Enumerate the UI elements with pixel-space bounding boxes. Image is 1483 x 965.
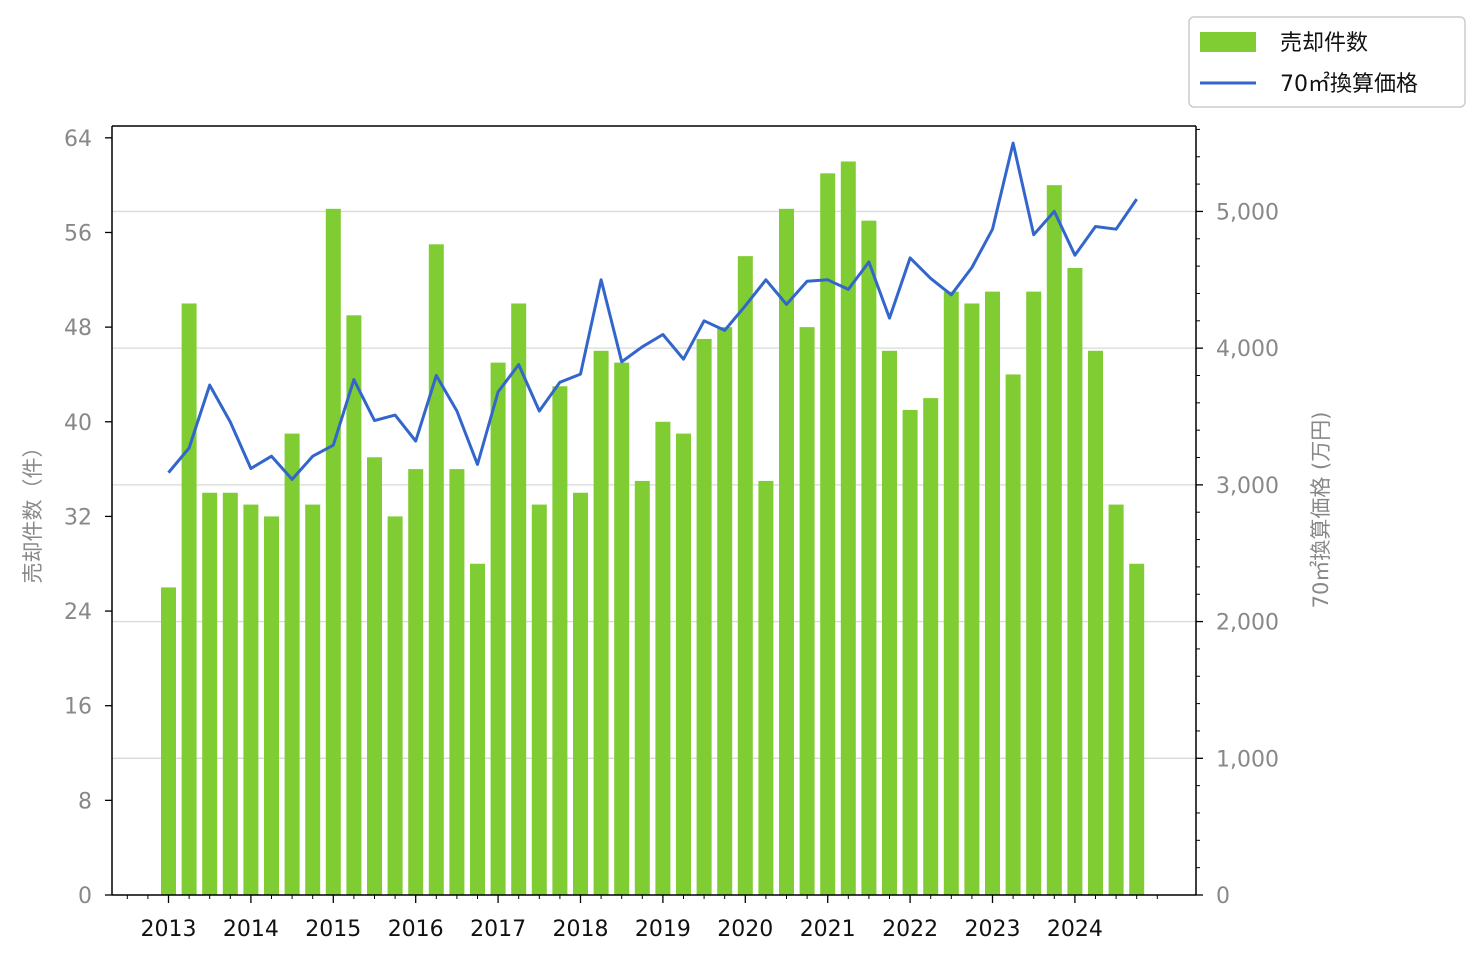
bar — [737, 256, 753, 896]
bar — [305, 504, 321, 895]
bar — [264, 516, 279, 895]
bar — [799, 327, 815, 896]
bar — [820, 173, 836, 896]
left-tick-label: 8 — [78, 789, 92, 814]
bar — [511, 303, 527, 895]
bar — [943, 291, 959, 896]
right-tick-label: 4,000 — [1216, 337, 1279, 362]
bar — [1129, 563, 1145, 895]
x-tick-label: 2014 — [223, 917, 279, 942]
left-tick-label: 0 — [78, 884, 92, 909]
bar — [408, 469, 424, 895]
price-line — [167, 141, 1138, 481]
plot-frame — [111, 125, 1197, 896]
bar — [593, 350, 609, 895]
bar — [861, 220, 877, 896]
bar — [1088, 350, 1103, 895]
right-tick-label: 3,000 — [1216, 474, 1279, 499]
right-tick-label: 5,000 — [1216, 200, 1279, 225]
legend-box — [1188, 16, 1466, 108]
bar — [1046, 185, 1062, 896]
x-tick-label: 2018 — [553, 917, 609, 942]
bar — [1026, 291, 1042, 896]
bar — [202, 492, 218, 895]
axes: 0 8 16 24 32 40 48 56 64 0 1,000 2,000 3,000 4,000 5,0… — [64, 127, 1279, 942]
x-tick-label: 2022 — [882, 917, 938, 942]
bar — [428, 244, 444, 896]
bar — [284, 433, 300, 895]
legend-bar-swatch — [1200, 32, 1256, 52]
right-axis-title: 70㎡換算価格 (万円) — [1309, 412, 1333, 609]
bar — [717, 327, 733, 896]
x-tick-label: 2017 — [470, 917, 526, 942]
x-tick-label: 2015 — [305, 917, 361, 942]
bar — [985, 291, 1000, 896]
bar — [243, 504, 259, 895]
bar — [964, 303, 980, 895]
bar — [449, 469, 465, 895]
bar — [882, 350, 897, 895]
left-axis-title: 売却件数（件） — [21, 437, 45, 584]
bar — [222, 492, 238, 895]
x-tick-label: 2021 — [800, 917, 856, 942]
right-tick-label: 1,000 — [1216, 747, 1279, 772]
left-tick-label: 24 — [64, 600, 92, 625]
bar — [470, 563, 485, 895]
right-tick-label: 2,000 — [1216, 611, 1279, 636]
bar — [779, 208, 794, 896]
bar — [655, 421, 671, 895]
bar — [531, 504, 547, 895]
legend-bar-label: 売却件数 — [1280, 31, 1368, 56]
bar — [325, 208, 341, 896]
bar — [1108, 504, 1124, 895]
x-tick-label: 2020 — [717, 917, 773, 942]
bar-series — [161, 161, 1145, 896]
x-tick-label: 2016 — [388, 917, 444, 942]
bar — [676, 433, 691, 895]
left-tick-label: 48 — [64, 316, 92, 341]
bar — [552, 386, 568, 895]
bar — [840, 161, 856, 895]
bar — [696, 338, 712, 895]
left-tick-label: 40 — [64, 411, 92, 436]
bar — [387, 516, 403, 895]
bar — [634, 480, 650, 895]
bar — [1067, 267, 1083, 895]
legend-line-label: 70㎡換算価格 — [1280, 71, 1418, 97]
left-tick-label: 32 — [64, 505, 92, 530]
bar — [181, 303, 197, 895]
bar — [1005, 374, 1021, 895]
bar — [367, 457, 382, 895]
x-tick-label: 2024 — [1047, 917, 1103, 942]
x-tick-label: 2013 — [141, 917, 197, 942]
bar — [923, 398, 939, 895]
bar — [161, 587, 176, 895]
legend: 売却件数 70㎡換算価格 — [1188, 16, 1466, 108]
x-tick-label: 2023 — [965, 917, 1021, 942]
left-tick-label: 16 — [64, 695, 92, 720]
right-tick-label: 0 — [1216, 884, 1230, 909]
x-tick-label: 2019 — [635, 917, 691, 942]
line-series — [167, 141, 1138, 481]
left-tick-label: 56 — [64, 221, 92, 246]
left-tick-label: 64 — [64, 127, 92, 152]
bar — [902, 409, 918, 895]
bar — [758, 480, 774, 895]
bar — [614, 362, 630, 896]
bar — [490, 362, 506, 896]
bar — [346, 315, 362, 895]
bar — [573, 492, 588, 895]
